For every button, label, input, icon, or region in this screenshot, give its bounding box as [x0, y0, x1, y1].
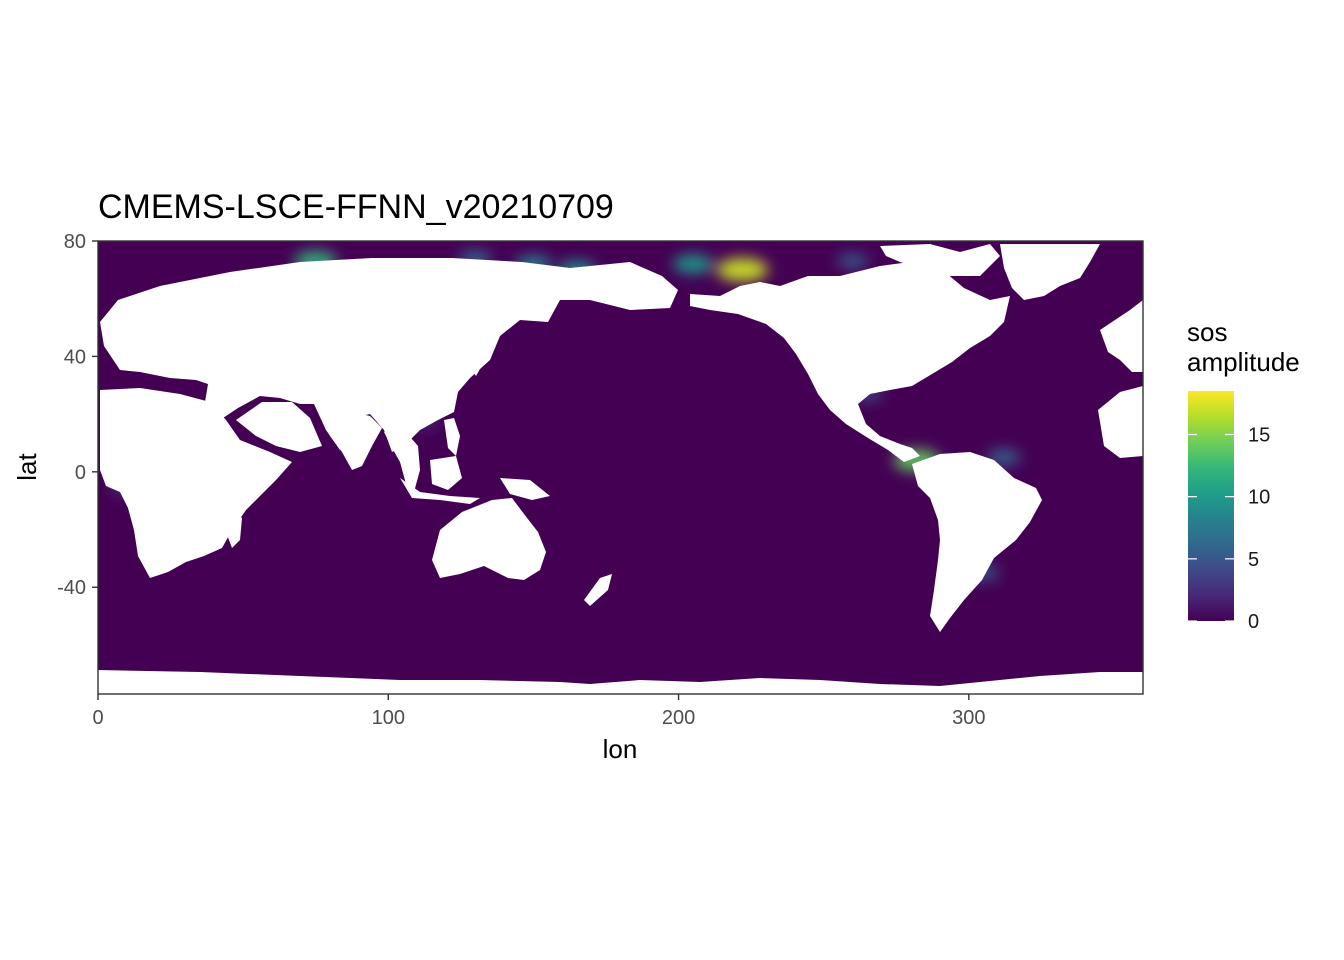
legend-tick-label: 10: [1248, 487, 1270, 509]
land-new-zealand: [584, 574, 612, 606]
land-north-america: [690, 262, 1010, 462]
plot-panel: [98, 241, 1143, 694]
y-tick-label: 40: [64, 346, 86, 368]
x-tick-label: 0: [92, 707, 103, 729]
land-mask: [98, 244, 1143, 694]
hotspot-cell: [716, 257, 769, 282]
legend-tick-label: 5: [1248, 549, 1259, 571]
x-axis: 0 100 200 300: [92, 694, 986, 729]
x-axis-title: lon: [603, 734, 638, 764]
legend-title-line-1: sos: [1187, 317, 1227, 347]
land-africa: [100, 388, 292, 578]
y-axis-title: lat: [12, 452, 42, 480]
x-tick-label: 200: [662, 707, 695, 729]
y-tick-label: 0: [75, 462, 86, 484]
y-tick-label: 80: [64, 231, 86, 253]
land-sumatra-java: [400, 478, 480, 504]
legend-ticks: 0 5 10 15: [1188, 425, 1270, 633]
color-legend: sos amplitude 0 5 10 15: [1187, 317, 1300, 633]
legend-tick-label: 0: [1248, 611, 1259, 633]
land-greenland: [1000, 244, 1100, 300]
land-west-africa: [1098, 386, 1143, 458]
land-eurasia: [100, 258, 678, 452]
land-new-guinea: [500, 478, 550, 500]
land-canadian-archipelago: [880, 244, 1000, 276]
land-borneo: [430, 456, 462, 490]
x-tick-label: 300: [952, 707, 985, 729]
land-australia: [432, 498, 546, 580]
legend-tick-label: 15: [1248, 425, 1270, 447]
y-axis: -40 0 40 80: [57, 231, 98, 599]
y-tick-label: -40: [57, 577, 86, 599]
land-antarctica: [98, 670, 1143, 694]
land-arabia: [236, 402, 322, 452]
land-europe: [1100, 300, 1143, 372]
land-south-america: [912, 452, 1042, 632]
chart-title: CMEMS-LSCE-FFNN_v20210709: [98, 188, 614, 226]
land-japan: [468, 318, 502, 376]
land-indochina: [384, 430, 420, 492]
land-india: [322, 412, 382, 470]
legend-title-line-2: amplitude: [1187, 347, 1300, 377]
hotspot-cell: [836, 253, 869, 269]
land-philippines: [444, 418, 460, 456]
x-tick-label: 100: [372, 707, 405, 729]
hotspot-cell: [673, 254, 714, 274]
legend-colorbar: [1188, 391, 1234, 621]
panel-border: [97, 240, 1144, 695]
land-madagascar: [226, 512, 242, 548]
